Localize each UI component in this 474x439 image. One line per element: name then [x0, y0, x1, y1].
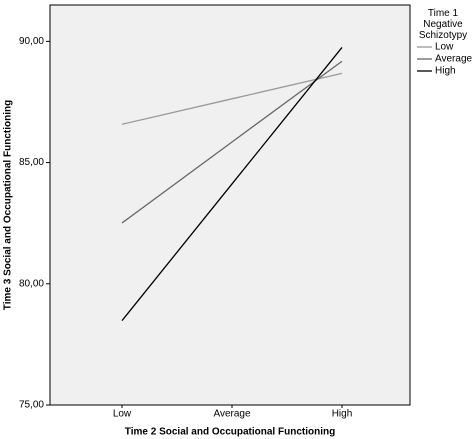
x-tick-label: Low [113, 409, 132, 420]
legend-title: Time 1 Negative Schizotypy [418, 8, 468, 41]
series-line [121, 60, 343, 224]
x-tick-label: Average [213, 409, 251, 420]
series-line [121, 47, 343, 322]
plot-area [49, 4, 411, 406]
series-line [121, 72, 343, 125]
y-axis-label: Time 3 Social and Occupational Functioni… [3, 100, 14, 310]
x-tick-label: High [332, 409, 353, 420]
legend-label: Low [435, 42, 454, 53]
y-tick-label: 75,00 [19, 400, 44, 411]
x-axis-label: Time 2 Social and Occupational Functioni… [125, 427, 335, 438]
y-tick-label: 80,00 [19, 278, 44, 289]
legend-title-box: Time 1 Negative Schizotypy [418, 8, 468, 41]
y-tick-label: 90,00 [19, 36, 44, 47]
legend-label: High [435, 66, 456, 77]
legend-label: Average [435, 54, 473, 65]
y-tick-label: 85,00 [19, 157, 44, 168]
